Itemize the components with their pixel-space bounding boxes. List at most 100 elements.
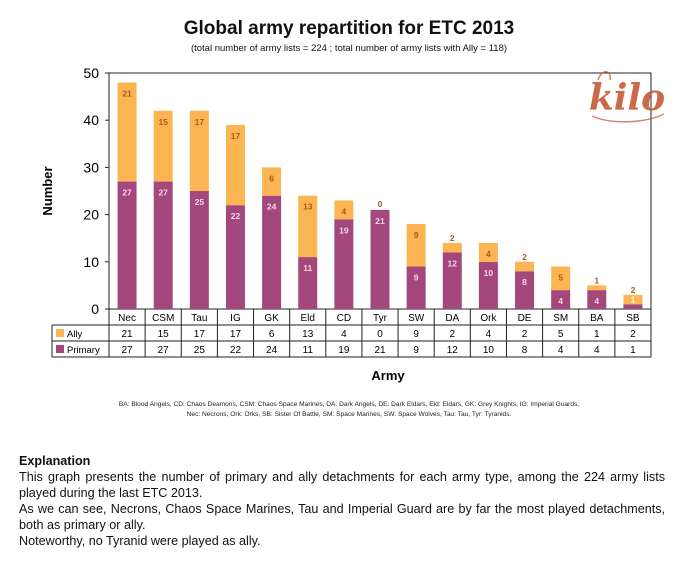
table-cell-primary-da: 12	[447, 345, 459, 356]
bar-ally-cd	[334, 200, 354, 220]
data-label-primary-ig: 22	[231, 211, 241, 221]
table-cell-primary-sw: 9	[413, 345, 419, 356]
table-cell-ally-tyr: 0	[377, 329, 383, 340]
data-label-primary-csm: 27	[158, 188, 168, 198]
table-cell-primary-sb: 1	[630, 345, 636, 356]
chart-title: Global army repartition for ETC 2013	[183, 18, 515, 39]
bar-ally-csm	[153, 110, 173, 182]
abbreviation-note: BA: Blood Angels, CD: Chaos Deamons, CSM…	[40, 400, 658, 420]
data-label-primary-gk: 24	[267, 202, 277, 212]
bar-ally-eld	[298, 195, 318, 258]
data-label-ally-cd: 4	[341, 206, 346, 216]
table-cell-ally-sb: 2	[630, 329, 636, 340]
data-label-ally-gk: 6	[269, 173, 274, 183]
bar-ally-tau	[189, 110, 209, 191]
y-tick-label: 0	[91, 301, 99, 317]
table-cell-ally-csm: 15	[158, 329, 170, 340]
data-label-ally-eld: 13	[303, 202, 313, 212]
bar-primary-da	[442, 252, 462, 309]
table-cell-primary-eld: 11	[303, 345, 314, 356]
x-tick-label-da: DA	[445, 313, 459, 324]
bar-primary-tau	[189, 191, 209, 309]
data-label-primary-tau: 25	[195, 197, 205, 207]
explanation-paragraph-3: Noteworthy, no Tyranid were played as al…	[19, 534, 261, 548]
data-label-primary-da: 12	[448, 258, 458, 268]
table-cell-ally-nec: 21	[122, 329, 134, 340]
table-cell-ally-sw: 9	[413, 329, 419, 340]
kilo-logo: kilo	[589, 71, 665, 123]
abbreviation-line-2: Nec: Necrons, Ork: Orks, SB: Sister Of B…	[186, 411, 512, 418]
x-tick-label-sw: SW	[408, 313, 425, 324]
x-axis-label: Army	[371, 368, 405, 383]
data-label-ally-csm: 15	[158, 117, 168, 127]
x-tick-label-nec: Nec	[118, 313, 136, 324]
table-cell-ally-sm: 5	[558, 329, 564, 340]
bar-ally-gk	[262, 167, 282, 196]
bar-ally-sm	[551, 266, 571, 291]
legend-swatch-ally	[56, 329, 64, 337]
bar-primary-sm	[551, 290, 571, 309]
data-label-primary-ork: 10	[484, 268, 494, 278]
x-tick-label-sm: SM	[553, 313, 568, 324]
table-cell-ally-cd: 4	[341, 329, 347, 340]
bar-ally-ba	[587, 285, 607, 291]
explanation-paragraph-1: This graph presents the number of primar…	[19, 470, 665, 500]
bar-primary-sb	[623, 304, 643, 309]
data-label-ally-sm: 5	[558, 273, 563, 283]
bar-primary-nec	[117, 181, 137, 309]
table-cell-primary-ork: 10	[483, 345, 495, 356]
x-tick-label-ig: IG	[230, 313, 241, 324]
table-cell-primary-ig: 22	[230, 345, 242, 356]
data-label-ally-nec: 21	[122, 88, 132, 98]
bar-ally-de	[515, 261, 535, 272]
x-tick-label-ork: Ork	[480, 313, 497, 324]
bar-primary-de	[515, 271, 535, 309]
data-label-ally-tau: 17	[195, 117, 205, 127]
table-cell-primary-nec: 27	[122, 345, 134, 356]
table-cell-ally-gk: 6	[269, 329, 275, 340]
data-label-primary-eld: 11	[303, 263, 312, 273]
data-label-ally-ig: 17	[231, 131, 241, 141]
x-tick-label-de: DE	[518, 313, 532, 324]
x-tick-label-tau: Tau	[191, 313, 207, 324]
table-cell-ally-ig: 17	[230, 329, 242, 340]
table-cell-primary-de: 8	[522, 345, 528, 356]
bar-ally-ig	[225, 124, 245, 206]
legend-swatch-primary	[56, 345, 64, 353]
bar-ally-sw	[406, 224, 426, 267]
data-label-ally-tyr: 0	[378, 199, 383, 209]
table-cell-ally-eld: 13	[302, 329, 314, 340]
chart-subtitle: (total number of army lists = 224 ; tota…	[190, 43, 508, 54]
data-label-primary-sb: 1	[631, 294, 636, 304]
x-tick-label-eld: Eld	[301, 313, 315, 324]
logo-text: kilo	[589, 77, 665, 119]
bar-primary-tyr	[370, 209, 390, 309]
data-label-primary-de: 8	[522, 277, 527, 287]
y-tick-label: 50	[83, 65, 99, 81]
table-cell-primary-gk: 24	[266, 345, 278, 356]
data-label-ally-ba: 1	[594, 275, 599, 285]
table-cell-ally-de: 2	[522, 329, 528, 340]
bar-ally-ork	[478, 242, 498, 262]
bar-primary-sw	[406, 266, 426, 309]
y-tick-label: 30	[83, 159, 99, 175]
legend-label-ally: Ally	[67, 329, 83, 340]
x-tick-label-cd: CD	[337, 313, 351, 324]
table-cell-primary-cd: 19	[338, 345, 350, 356]
y-axis-label: Number	[40, 166, 55, 215]
data-label-primary-sw: 9	[414, 273, 419, 283]
table-cell-ally-tau: 17	[194, 329, 206, 340]
bar-primary-ig	[225, 205, 245, 309]
table-cell-primary-tau: 25	[194, 345, 206, 356]
x-tick-label-sb: SB	[626, 313, 640, 324]
data-label-primary-sm: 4	[558, 296, 563, 306]
x-tick-label-csm: CSM	[152, 313, 174, 324]
bar-primary-eld	[298, 257, 318, 309]
explanation-section: Explanation This graph presents the numb…	[19, 453, 665, 549]
data-label-ally-sb: 2	[631, 285, 636, 295]
table-cell-ally-ba: 1	[594, 329, 600, 340]
data-label-primary-cd: 19	[339, 225, 349, 235]
bar-ally-sb	[623, 294, 643, 305]
data-label-primary-ba: 4	[594, 296, 599, 306]
bar-primary-gk	[262, 195, 282, 309]
